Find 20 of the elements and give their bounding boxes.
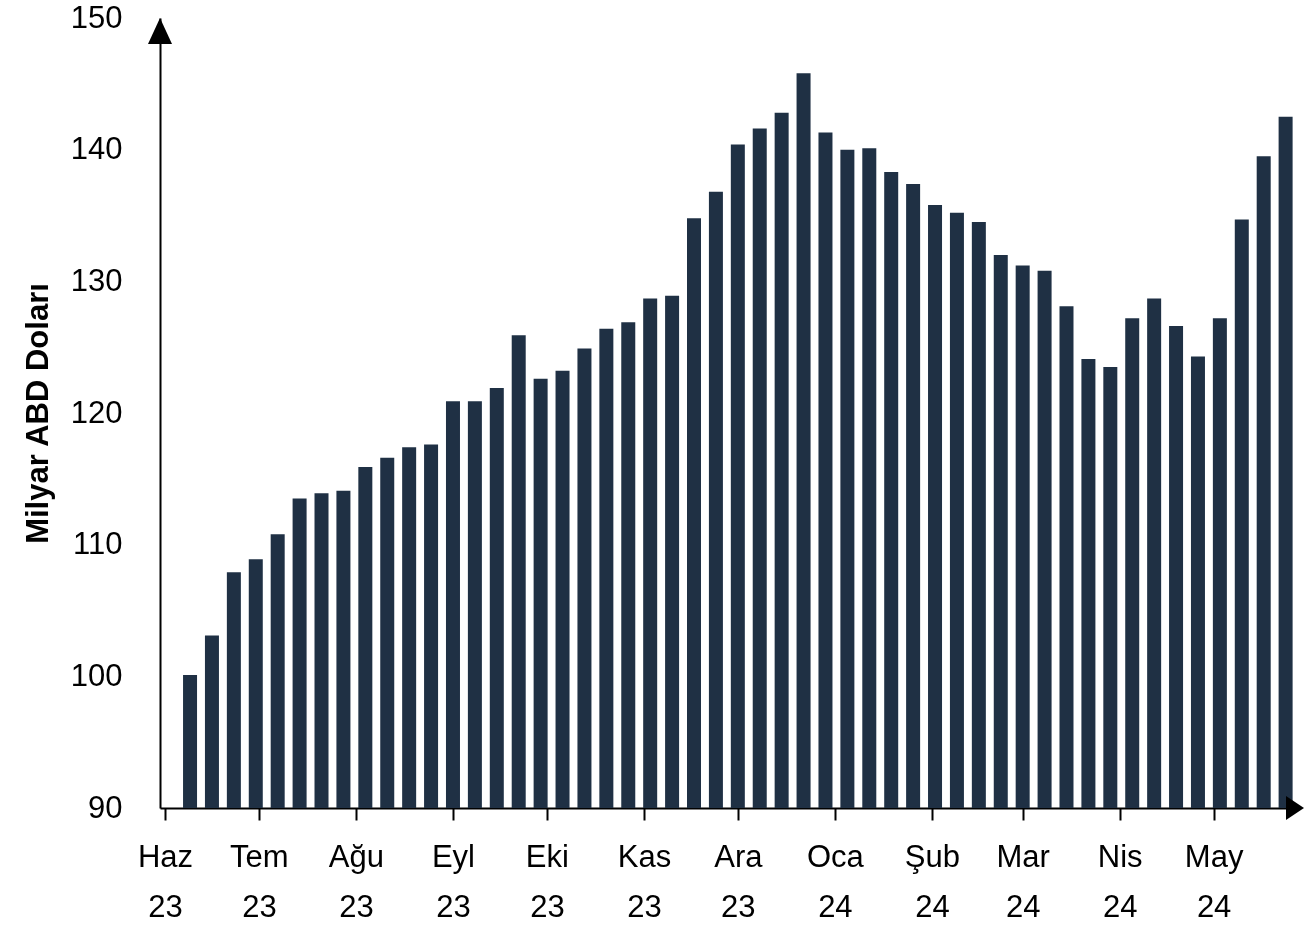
x-tick-label: Nis 24	[1097, 838, 1143, 924]
x-tick-label: Haz 23	[137, 838, 194, 924]
y-tick-label: 120	[70, 394, 123, 430]
y-tick-label: 150	[70, 0, 123, 35]
y-axis-title: Milyar ABD Doları	[19, 283, 55, 544]
y-tick-label: 140	[70, 131, 123, 167]
y-tick-label: 90	[88, 789, 123, 825]
y-tick-label: 130	[70, 262, 123, 298]
x-tick-label: Oca 24	[806, 838, 865, 924]
x-tick-label: Ağu 23	[328, 838, 385, 924]
x-tick-label: Mar 24	[996, 838, 1050, 924]
x-tick-label: Şub 24	[904, 838, 960, 924]
x-tick-label: Eyl 23	[431, 838, 476, 924]
x-tick-label: Tem 23	[230, 838, 289, 924]
y-tick-label: 110	[73, 526, 123, 562]
x-tick-label: Ara 23	[714, 838, 764, 924]
x-tick-label: Kas 23	[617, 838, 672, 924]
x-tick-label: May 24	[1184, 838, 1244, 924]
x-tick-label: Eki 23	[525, 838, 569, 924]
y-tick-label: 100	[70, 657, 123, 693]
